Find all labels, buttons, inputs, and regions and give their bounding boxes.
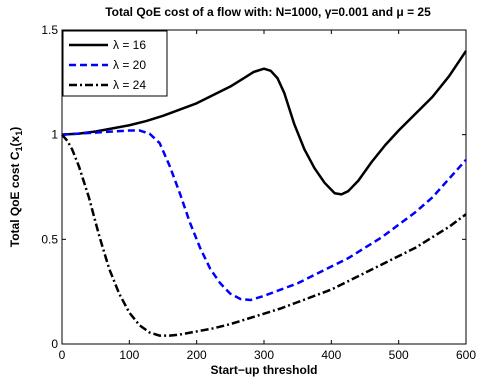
x-tick-label: 400	[321, 348, 341, 362]
y-tick-labels: 0 0.5 1 1.5	[41, 23, 58, 351]
legend-label-3: λ = 24	[113, 78, 146, 92]
x-tick-label: 100	[119, 348, 139, 362]
y-tick-label: 0	[51, 337, 58, 351]
y-axis-label-sub: 1	[14, 146, 24, 151]
y-axis-label: Total QoE cost C1(x1)	[8, 127, 24, 248]
legend: λ = 16 λ = 20 λ = 24	[62, 30, 168, 97]
y-axis-label-main: Total QoE cost C	[8, 151, 22, 247]
series-line-2	[61, 129, 467, 302]
legend-label-2: λ = 20	[113, 58, 146, 72]
y-axis-label-close: )	[8, 127, 22, 131]
legend-label-1: λ = 16	[113, 38, 146, 52]
series-line-1	[61, 50, 468, 196]
x-tick-labels: 0 100 200 300 400 500 600	[59, 348, 477, 362]
x-tick-label: 300	[254, 348, 274, 362]
x-axis-label: Start−up threshold	[210, 363, 317, 377]
series-lines	[61, 50, 468, 337]
y-tick-label: 1	[51, 128, 58, 142]
x-tick-label: 600	[456, 348, 476, 362]
x-tick-label: 500	[389, 348, 409, 362]
y-tick-label: 0.5	[41, 232, 58, 246]
x-tick-label: 0	[59, 348, 66, 362]
series-line-3	[61, 133, 467, 337]
x-tick-label: 200	[187, 348, 207, 362]
chart-title: Total QoE cost of a flow with: N=1000, γ…	[105, 5, 431, 19]
y-axis-label-arg-sub: 1	[14, 131, 24, 136]
y-axis-label-arg: (x	[8, 135, 22, 146]
y-tick-label: 1.5	[41, 23, 58, 37]
